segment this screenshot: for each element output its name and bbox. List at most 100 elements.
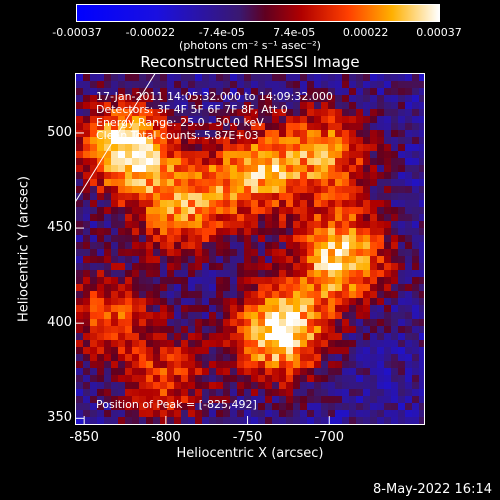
heatmap-cell bbox=[181, 319, 188, 326]
heatmap-cell bbox=[279, 270, 286, 277]
heatmap-cell bbox=[104, 410, 111, 417]
heatmap-cell bbox=[223, 123, 230, 130]
heatmap-cell bbox=[286, 347, 293, 354]
heatmap-cell bbox=[300, 214, 307, 221]
heatmap-cell bbox=[377, 123, 384, 130]
heatmap-cell bbox=[90, 319, 97, 326]
heatmap-cell bbox=[76, 319, 83, 326]
heatmap-cell bbox=[349, 130, 356, 137]
heatmap-cell bbox=[293, 193, 300, 200]
heatmap-cell bbox=[258, 347, 265, 354]
heatmap-cell bbox=[384, 382, 391, 389]
heatmap-cell bbox=[370, 417, 377, 424]
heatmap-cell bbox=[272, 102, 279, 109]
heatmap-cell bbox=[97, 291, 104, 298]
heatmap-cell bbox=[377, 81, 384, 88]
heatmap-cell bbox=[384, 88, 391, 95]
heatmap-cell bbox=[118, 417, 125, 424]
heatmap-cell bbox=[370, 144, 377, 151]
heatmap-cell bbox=[272, 298, 279, 305]
heatmap-cell bbox=[111, 326, 118, 333]
heatmap-cell bbox=[286, 319, 293, 326]
heatmap-cell bbox=[181, 249, 188, 256]
heatmap-cell bbox=[328, 389, 335, 396]
heatmap-cell bbox=[286, 312, 293, 319]
heatmap-cell bbox=[349, 263, 356, 270]
heatmap-cell bbox=[265, 347, 272, 354]
heatmap-cell bbox=[279, 298, 286, 305]
heatmap-cell bbox=[293, 382, 300, 389]
heatmap-cell bbox=[76, 186, 83, 193]
heatmap-cell bbox=[132, 88, 139, 95]
heatmap-cell bbox=[209, 158, 216, 165]
heatmap-cell bbox=[293, 235, 300, 242]
heatmap-cell bbox=[202, 354, 209, 361]
heatmap-cell bbox=[405, 207, 412, 214]
heatmap-cell bbox=[279, 74, 286, 81]
heatmap-cell bbox=[321, 221, 328, 228]
heatmap-cell bbox=[237, 396, 244, 403]
heatmap-cell bbox=[412, 95, 419, 102]
heatmap-cell bbox=[251, 361, 258, 368]
heatmap-cell bbox=[356, 186, 363, 193]
heatmap-cell bbox=[83, 74, 90, 81]
heatmap-cell bbox=[405, 116, 412, 123]
heatmap-cell bbox=[265, 270, 272, 277]
heatmap-cell bbox=[412, 319, 419, 326]
heatmap-cell bbox=[209, 305, 216, 312]
heatmap-cell bbox=[363, 284, 370, 291]
heatmap-cell bbox=[272, 284, 279, 291]
heatmap-cell bbox=[111, 256, 118, 263]
heatmap-cell bbox=[384, 354, 391, 361]
heatmap-cell bbox=[307, 123, 314, 130]
heatmap-cell bbox=[90, 389, 97, 396]
heatmap-cell bbox=[335, 375, 342, 382]
heatmap-cell bbox=[181, 116, 188, 123]
heatmap-cell bbox=[104, 382, 111, 389]
heatmap-cell bbox=[370, 263, 377, 270]
heatmap-cell bbox=[153, 214, 160, 221]
heatmap-cell bbox=[230, 214, 237, 221]
heatmap-cell bbox=[335, 193, 342, 200]
heatmap-cell bbox=[279, 284, 286, 291]
heatmap-cell bbox=[272, 200, 279, 207]
heatmap-cell bbox=[405, 291, 412, 298]
heatmap-cell bbox=[300, 326, 307, 333]
detectors-label: Detectors: 3F 4F 5F 6F 7F 8F, Att 0 bbox=[96, 103, 288, 116]
heatmap-cell bbox=[202, 263, 209, 270]
heatmap-cell bbox=[97, 256, 104, 263]
heatmap-cell bbox=[104, 284, 111, 291]
heatmap-cell bbox=[419, 81, 424, 88]
heatmap-cell bbox=[300, 109, 307, 116]
heatmap-cell bbox=[174, 221, 181, 228]
heatmap-cell bbox=[104, 242, 111, 249]
heatmap-cell bbox=[391, 186, 398, 193]
heatmap-cell bbox=[328, 193, 335, 200]
heatmap-cell bbox=[125, 340, 132, 347]
colorbar-tick-label: 0.00037 bbox=[416, 26, 462, 39]
heatmap-cell bbox=[321, 123, 328, 130]
heatmap-cell bbox=[195, 354, 202, 361]
heatmap-cell bbox=[251, 242, 258, 249]
heatmap-cell bbox=[216, 221, 223, 228]
heatmap-cell bbox=[125, 319, 132, 326]
heatmap-cell bbox=[90, 88, 97, 95]
heatmap-cell bbox=[209, 270, 216, 277]
heatmap-cell bbox=[167, 389, 174, 396]
heatmap-cell bbox=[174, 403, 181, 410]
heatmap-cell bbox=[111, 186, 118, 193]
heatmap-cell bbox=[188, 403, 195, 410]
heatmap-cell bbox=[286, 123, 293, 130]
heatmap-cell bbox=[118, 172, 125, 179]
heatmap-cell bbox=[412, 256, 419, 263]
heatmap-cell bbox=[174, 242, 181, 249]
heatmap-cell bbox=[76, 102, 83, 109]
heatmap-cell bbox=[279, 361, 286, 368]
heatmap-cell bbox=[90, 242, 97, 249]
heatmap-cell bbox=[272, 242, 279, 249]
heatmap-cell bbox=[139, 207, 146, 214]
heatmap-cell bbox=[244, 284, 251, 291]
heatmap-cell bbox=[349, 88, 356, 95]
heatmap-cell bbox=[202, 242, 209, 249]
heatmap-cell bbox=[83, 277, 90, 284]
